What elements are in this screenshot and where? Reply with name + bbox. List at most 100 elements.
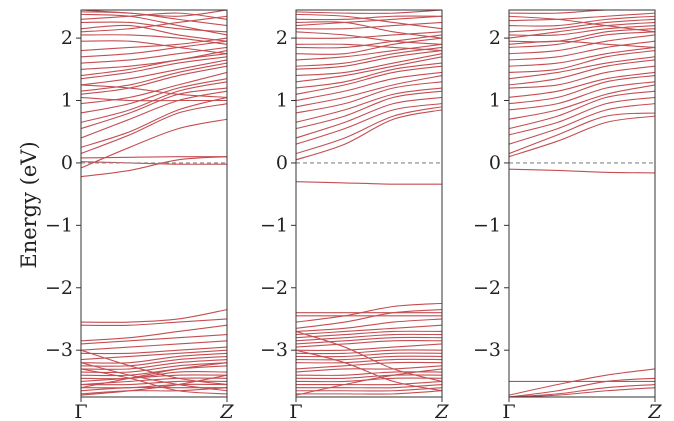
y-tick-label: −3 — [473, 339, 501, 361]
band-line — [296, 358, 442, 364]
band-line — [509, 15, 655, 33]
band-line — [509, 18, 655, 33]
band-line — [296, 50, 442, 70]
band-line — [509, 368, 655, 396]
band-line — [296, 302, 442, 323]
band-line — [296, 65, 442, 95]
band-line — [296, 349, 442, 355]
band-line — [81, 362, 227, 389]
band-line — [81, 380, 227, 386]
band-line — [296, 103, 442, 145]
y-tick-label: 0 — [276, 152, 288, 174]
band-line — [296, 309, 442, 329]
x-tick-label: Γ — [289, 401, 302, 421]
y-tick-label: −3 — [260, 339, 288, 361]
y-tick-label: 2 — [61, 27, 73, 49]
band-line — [509, 96, 655, 136]
band-line — [81, 103, 227, 155]
band-line — [296, 361, 442, 370]
band-line — [509, 84, 655, 120]
band-line — [81, 387, 227, 395]
band-line — [296, 31, 442, 45]
band-line — [509, 168, 655, 174]
band-line — [509, 59, 655, 86]
band-line — [509, 21, 655, 39]
x-tick-label: Γ — [502, 401, 515, 421]
band-line — [296, 181, 442, 185]
band-line — [296, 349, 442, 392]
band-line — [509, 71, 655, 98]
band-line — [81, 56, 227, 80]
band-line — [509, 81, 655, 111]
y-tick-label: −3 — [45, 339, 73, 361]
band-line — [81, 346, 227, 355]
band-line — [296, 109, 442, 161]
band-line — [81, 12, 227, 20]
band-line — [296, 74, 442, 108]
band-line — [296, 368, 442, 396]
band-line — [296, 62, 442, 89]
band-line — [81, 156, 227, 159]
panel-3-bands — [509, 10, 655, 397]
band-line — [81, 349, 227, 361]
band-line — [81, 11, 227, 27]
y-tick-label: −2 — [45, 277, 73, 299]
band-line — [296, 46, 442, 67]
band-line — [81, 87, 227, 130]
y-tick-label: 1 — [489, 90, 501, 112]
band-line — [81, 368, 227, 395]
y-tick-label: −1 — [473, 214, 501, 236]
band-line — [81, 118, 227, 169]
panel-1-frame — [80, 9, 228, 398]
band-line — [296, 90, 442, 130]
band-line — [296, 43, 442, 52]
band-line — [509, 12, 655, 22]
band-line — [81, 62, 227, 92]
band-line — [509, 112, 655, 155]
band-line — [81, 50, 227, 70]
band-line — [296, 37, 442, 55]
band-line — [81, 362, 227, 392]
y-tick-label: 2 — [489, 27, 501, 49]
band-line — [509, 115, 655, 158]
band-line — [296, 10, 442, 14]
band-line — [81, 352, 227, 364]
band-line — [296, 87, 442, 123]
y-tick-label: 0 — [61, 152, 73, 174]
band-line — [81, 65, 227, 95]
x-tick-label: Z — [434, 401, 449, 421]
band-line — [296, 374, 442, 380]
band-line — [296, 333, 442, 342]
panel-1-bands — [81, 10, 227, 396]
band-line — [509, 90, 655, 130]
band-line — [296, 324, 442, 336]
band-line — [509, 50, 655, 73]
band-line — [296, 13, 442, 30]
band-line — [81, 161, 227, 165]
band-line — [81, 365, 227, 377]
band-line — [296, 318, 442, 333]
y-tick-label: −1 — [45, 214, 73, 236]
band-line — [296, 330, 442, 382]
band-line — [296, 380, 442, 386]
band-line — [81, 13, 227, 36]
band-line — [296, 53, 442, 77]
y-tick-label: 1 — [61, 90, 73, 112]
y-tick-label: 0 — [489, 152, 501, 174]
y-tick-label: 1 — [276, 90, 288, 112]
band-line — [81, 362, 227, 374]
band-line — [296, 56, 442, 83]
band-line — [296, 31, 442, 39]
panel-2: 2 1 0 −1 −2 −3 Γ Z — [260, 9, 449, 421]
band-line — [81, 34, 227, 45]
band-line — [509, 103, 655, 145]
band-line — [81, 40, 227, 55]
band-line — [509, 56, 655, 80]
panel-2-bands — [296, 10, 442, 396]
band-line — [296, 34, 442, 49]
band-line — [81, 383, 227, 389]
band-line — [296, 336, 442, 345]
band-line — [81, 10, 227, 17]
band-line — [509, 74, 655, 105]
x-tick-label: Z — [647, 401, 662, 421]
